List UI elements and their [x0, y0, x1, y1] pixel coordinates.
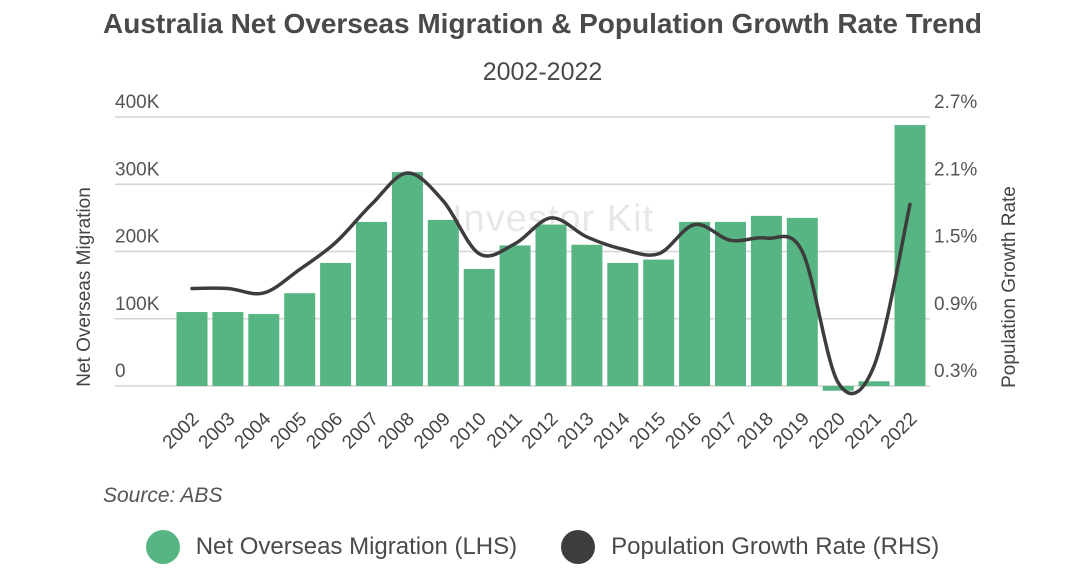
y-axis-label-left: Net Overseas Migration [74, 187, 95, 387]
x-tick-label: 2005 [266, 409, 311, 454]
chart-plot: 0 0.3% 100K 0.9% 200K 1.5% 300K 2.1% 400K 2.7% Net… [74, 92, 1020, 454]
y-tick-label-left: 400K [115, 92, 160, 113]
bar-2008 [391, 172, 423, 386]
bar-2005 [284, 293, 316, 386]
x-tick-label: 2022 [877, 409, 922, 454]
x-tick-label: 2016 [661, 409, 706, 454]
x-tick-label: 2015 [625, 409, 670, 454]
y-tick-label-right: 0.9% [934, 294, 977, 315]
bar-2007 [356, 221, 387, 386]
x-tick-label: 2008 [374, 409, 419, 454]
bar-2006 [320, 262, 352, 386]
chart-legend: Net Overseas Migration (LHS) Population … [0, 530, 1085, 564]
x-tick-label: 2011 [483, 409, 527, 453]
y-axis-label-right: Population Growth Rate [999, 186, 1020, 388]
bar-2010 [463, 268, 495, 386]
bar-2020 [822, 386, 854, 391]
x-tick-label: 2018 [733, 409, 778, 454]
x-tick-label: 2014 [590, 408, 635, 453]
bar-2015 [643, 259, 675, 386]
bar-2014 [607, 262, 639, 386]
bar-2016 [679, 221, 711, 386]
y-tick-label-right: 0.3% [934, 361, 977, 382]
y-tick-label-right: 2.1% [934, 159, 977, 180]
y-tick-label-left: 200K [115, 227, 160, 248]
y-tick-label-right: 1.5% [934, 227, 977, 248]
bar-2009 [427, 219, 459, 386]
y-tick-label-left: 0 [115, 361, 126, 382]
x-tick-label: 2021 [841, 409, 886, 454]
x-tick-label: 2017 [697, 409, 742, 454]
legend-swatch-growth-rate [561, 530, 596, 564]
bar-2019 [786, 217, 818, 386]
chart-title: Australia Net Overseas Migration & Popul… [102, 8, 983, 39]
x-tick-label: 2010 [446, 409, 491, 454]
x-tick-label: 2012 [518, 409, 563, 454]
x-tick-label: 2002 [159, 409, 204, 454]
y-tick-label-right: 2.7% [934, 92, 977, 113]
bar-2021 [858, 381, 890, 386]
x-tick-label: 2009 [410, 409, 455, 454]
legend-item-growth-rate: Population Growth Rate (RHS) [561, 530, 939, 564]
growth-rate-line [190, 171, 912, 396]
legend-swatch-migration [145, 530, 180, 564]
x-tick-label: 2006 [302, 409, 347, 454]
bar-2012 [535, 224, 567, 386]
x-tick-label: 2007 [338, 409, 383, 454]
chart-subtitle: 2002-2022 [482, 58, 603, 86]
bar-2013 [571, 244, 603, 386]
bar-2018 [750, 215, 782, 386]
bar-2003 [212, 312, 244, 386]
y-tick-label-left: 100K [115, 294, 160, 315]
x-tick-label: 2004 [231, 408, 276, 453]
legend-label-growth-rate: Population Growth Rate (RHS) [611, 533, 940, 560]
y-tick-label-left: 300K [115, 159, 160, 180]
legend-label-migration: Net Overseas Migration (LHS) [195, 533, 518, 560]
source-note: Source: ABS [103, 484, 223, 507]
bar-2004 [248, 314, 280, 386]
x-tick-label: 2020 [805, 409, 850, 454]
x-tick-label: 2019 [769, 409, 814, 454]
bar-2002 [176, 312, 208, 386]
bar-2017 [715, 221, 746, 386]
x-tick-label: 2003 [195, 409, 240, 454]
legend-item-migration: Net Overseas Migration (LHS) [145, 530, 518, 564]
x-tick-label: 2013 [554, 409, 599, 454]
bar-2011 [499, 245, 531, 386]
